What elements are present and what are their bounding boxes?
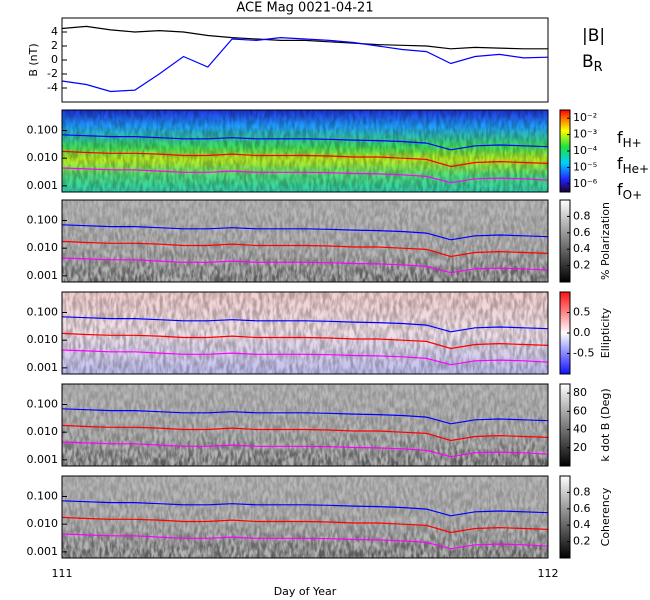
data-line	[61, 349, 549, 366]
spectrogram-texture	[62, 384, 548, 466]
data-line	[61, 500, 549, 517]
colorbar	[559, 475, 571, 559]
colorbar-tick-label: 10⁻⁴	[573, 144, 598, 157]
y-tick-label: 0.010	[27, 333, 59, 346]
y-tick-label: 0.001	[27, 545, 59, 558]
y-tick-label: 0.001	[27, 179, 59, 192]
y-tick-label: 2	[51, 39, 58, 52]
colorbar-tick-label: 10⁻⁶	[573, 177, 598, 190]
y-tick-label: 0.001	[27, 269, 59, 282]
data-line	[61, 533, 549, 550]
colorbar-tick-label: 0.2	[573, 259, 591, 272]
colorbar-tick-label: 10⁻⁵	[573, 160, 597, 173]
legend-entry: |B|	[582, 26, 605, 46]
colorbar-label: Coherency	[599, 487, 612, 546]
data-line	[61, 240, 549, 258]
colorbar-tick-label: 0.0	[573, 326, 591, 339]
plot-frame	[61, 475, 549, 559]
colorbar-tick-label: 60	[573, 404, 587, 417]
colorbar-tick-label: 0.4	[573, 518, 591, 531]
y-tick-label: 0	[51, 53, 58, 66]
data-line	[61, 36, 549, 93]
plot-frame	[61, 17, 549, 103]
colorbar	[559, 199, 571, 283]
data-line	[61, 167, 549, 184]
colorbar-tick-label: 0.8	[573, 485, 591, 498]
y-tick-label: 0.100	[27, 489, 59, 502]
colorbar-tick-label: 20	[573, 441, 587, 454]
spectrogram-texture	[62, 200, 548, 282]
data-line	[61, 441, 549, 458]
data-line	[61, 408, 549, 425]
y-tick-label: 0.010	[27, 151, 59, 164]
colorbar-tick-label: 40	[573, 423, 587, 436]
x-axis-label: Day of Year	[274, 585, 337, 598]
y-tick-label: 0.010	[27, 241, 59, 254]
data-line	[61, 424, 549, 442]
legend-entry: fH+	[617, 128, 642, 150]
chart-title: ACE Mag 0021-04-21	[236, 1, 373, 16]
colorbar-tick-label: 10⁻³	[573, 128, 597, 141]
legend-entry: BR	[582, 52, 603, 75]
y-tick-label: 0.001	[27, 453, 59, 466]
y-tick-label: 0.001	[27, 361, 59, 374]
colorbar-tick-label: 0.2	[573, 535, 591, 548]
data-line	[61, 25, 548, 50]
colorbar-tick-label: 80	[573, 386, 587, 399]
y-tick-label: 0.010	[27, 425, 59, 438]
colorbar-tick-label: 0.8	[573, 209, 591, 222]
data-line	[61, 516, 549, 534]
data-line	[61, 134, 549, 151]
legend-entry: fHe+	[617, 154, 649, 176]
colorbar-tick-label: 10⁻²	[573, 111, 597, 124]
plot-frame	[61, 291, 549, 375]
data-line	[61, 316, 549, 333]
plot-frame	[61, 199, 549, 283]
x-tick-label: 112	[538, 567, 559, 580]
y-tick-label: 0.010	[27, 517, 59, 530]
colorbar-label: Ellipticity	[599, 307, 612, 358]
y-tick-label: 0.100	[27, 397, 59, 410]
data-line	[61, 224, 549, 241]
spectrogram-texture	[62, 292, 548, 374]
colorbar-label: k dot B (Deg)	[599, 388, 612, 461]
y-tick-label: 0.100	[27, 305, 59, 318]
colorbar-tick-label: 0.6	[573, 226, 591, 239]
spectrogram-texture	[62, 476, 548, 558]
legend-entry: fO+	[617, 180, 642, 202]
colorbar-tick-label: 0.6	[573, 502, 591, 515]
data-line	[61, 257, 549, 274]
plot-frame	[61, 383, 549, 467]
x-tick-label: 111	[52, 567, 73, 580]
data-line	[61, 150, 549, 168]
y-tick-label: -2	[47, 67, 58, 80]
y-tick-label: 4	[51, 25, 58, 38]
y-tick-label: 0.100	[27, 123, 59, 136]
colorbar	[559, 383, 571, 467]
colorbar-label: % Polarization	[599, 202, 612, 280]
plot-frame	[61, 109, 549, 193]
colorbar-tick-label: 0.5	[573, 306, 591, 319]
colorbar-tick-label: 0.4	[573, 242, 591, 255]
y-tick-label: 0.100	[27, 213, 59, 226]
data-line	[61, 332, 549, 350]
y-tick-label: -4	[47, 81, 58, 94]
colorbar-tick-label: -0.5	[573, 347, 594, 360]
y-axis-label: B (nT)	[27, 43, 40, 76]
spectrogram-texture	[62, 110, 548, 192]
